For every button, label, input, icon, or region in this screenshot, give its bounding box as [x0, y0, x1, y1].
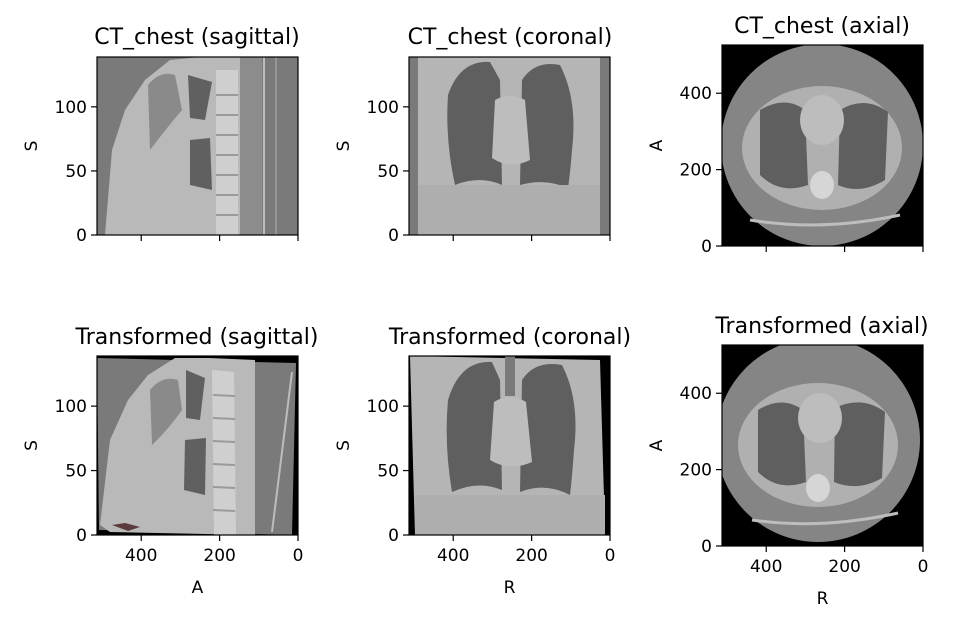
y-axis-label: S	[22, 440, 42, 451]
transformed-image-sagittal	[97, 356, 298, 535]
x-tick-label: 0	[293, 546, 304, 566]
x-tick-label: 0	[918, 557, 929, 577]
panel-ct-axial: CT_chest (axial)	[721, 14, 924, 247]
y-axis-label: S	[22, 141, 42, 152]
y-tick-label: 200	[680, 461, 712, 481]
axes-frame	[721, 344, 924, 547]
y-tick-label: 400	[680, 384, 712, 404]
y-axis-label: A	[647, 439, 667, 451]
panel-transformed-coronal: Transformed (coronal)	[388, 325, 631, 536]
panel-ct-coronal: CT_chest (coronal)	[408, 25, 613, 236]
axes-frame	[408, 56, 611, 236]
y-tick-label: 0	[388, 226, 399, 246]
y-tick-label: 400	[680, 84, 712, 104]
axes-frame	[96, 355, 299, 536]
x-axis-label: R	[504, 578, 516, 598]
y-axis-label: A	[647, 139, 667, 151]
y-tick-label: 50	[377, 462, 399, 482]
panel-transformed-axial: Transformed (axial)	[714, 314, 929, 547]
y-tick-label: 0	[388, 526, 399, 546]
y-tick-label: 0	[701, 237, 712, 257]
panel-transformed-sagittal: Transformed (sagittal)	[75, 325, 319, 536]
y-tick-label: 50	[65, 462, 87, 482]
y-tick-label: 100	[55, 98, 87, 118]
panel-title: Transformed (coronal)	[388, 325, 631, 350]
y-tick-label: 0	[701, 537, 712, 557]
panel-title: Transformed (axial)	[714, 314, 928, 339]
y-tick-label: 100	[367, 397, 399, 417]
x-tick-label: 200	[203, 546, 235, 566]
y-tick-label: 200	[680, 161, 712, 181]
x-tick-label: 200	[515, 546, 547, 566]
y-tick-label: 100	[55, 397, 87, 417]
x-tick-label: 400	[750, 557, 782, 577]
x-axis-label: A	[192, 578, 204, 598]
y-tick-label: 0	[76, 226, 87, 246]
x-tick-label: 400	[437, 546, 469, 566]
x-axis-label: R	[817, 589, 829, 609]
ct-image-sagittal	[97, 57, 298, 235]
panel-title: Transformed (sagittal)	[75, 325, 319, 350]
axes-frame	[721, 44, 924, 247]
axes-frame	[408, 355, 611, 536]
transformed-image-coronal	[409, 356, 610, 535]
ct-image-axial	[722, 45, 923, 246]
y-tick-label: 100	[367, 98, 399, 118]
y-tick-label: 50	[65, 162, 87, 182]
x-tick-label: 200	[828, 557, 860, 577]
transformed-image-axial	[722, 345, 923, 546]
y-tick-label: 50	[377, 162, 399, 182]
x-tick-label: 400	[125, 546, 157, 566]
y-axis-label: S	[334, 440, 354, 451]
panel-title: CT_chest (sagittal)	[94, 25, 300, 50]
panel-title: CT_chest (coronal)	[408, 25, 613, 50]
x-tick-label: 0	[605, 546, 616, 566]
panel-ct-sagittal: CT_chest (sagittal)	[94, 25, 300, 236]
axes-frame	[96, 56, 299, 236]
ct-image-coronal	[409, 57, 610, 235]
panel-title: CT_chest (axial)	[734, 14, 910, 39]
y-tick-label: 0	[76, 526, 87, 546]
y-axis-label: S	[334, 141, 354, 152]
